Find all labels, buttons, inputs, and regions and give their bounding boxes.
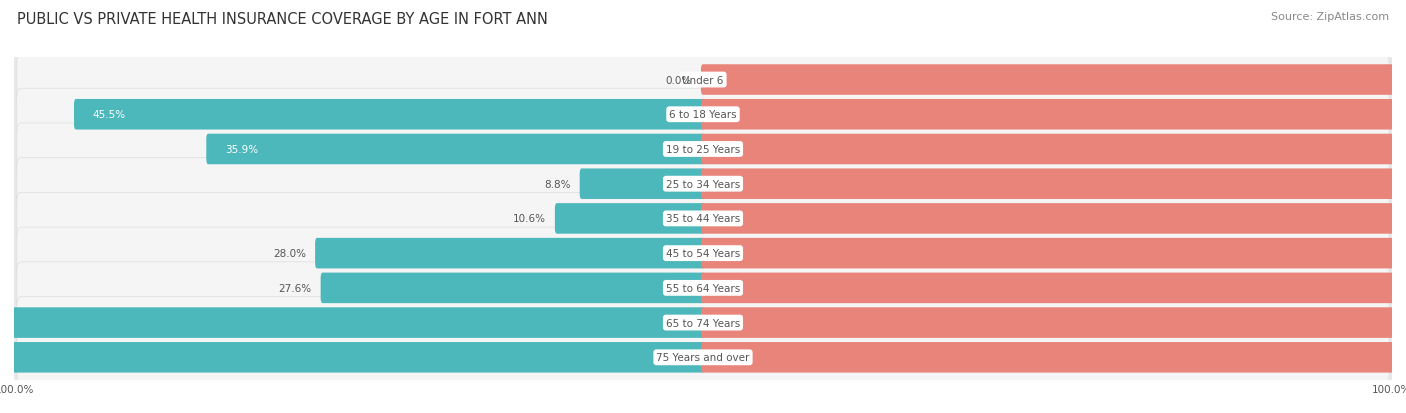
FancyBboxPatch shape: [17, 262, 1389, 314]
FancyBboxPatch shape: [17, 297, 1389, 349]
FancyBboxPatch shape: [17, 193, 1389, 245]
FancyBboxPatch shape: [702, 100, 1406, 130]
FancyBboxPatch shape: [702, 273, 1406, 304]
Text: PUBLIC VS PRIVATE HEALTH INSURANCE COVERAGE BY AGE IN FORT ANN: PUBLIC VS PRIVATE HEALTH INSURANCE COVER…: [17, 12, 548, 27]
FancyBboxPatch shape: [702, 169, 1406, 199]
Text: 75 Years and over: 75 Years and over: [657, 352, 749, 363]
FancyBboxPatch shape: [17, 158, 1389, 210]
Text: 10.6%: 10.6%: [513, 214, 546, 224]
FancyBboxPatch shape: [702, 204, 1406, 234]
FancyBboxPatch shape: [579, 169, 704, 199]
Text: 19 to 25 Years: 19 to 25 Years: [666, 145, 740, 154]
Text: 8.8%: 8.8%: [544, 179, 571, 189]
Text: 55 to 64 Years: 55 to 64 Years: [666, 283, 740, 293]
FancyBboxPatch shape: [0, 342, 704, 373]
FancyBboxPatch shape: [315, 238, 704, 269]
FancyBboxPatch shape: [702, 65, 1406, 95]
Text: 65 to 74 Years: 65 to 74 Years: [666, 318, 740, 328]
FancyBboxPatch shape: [17, 123, 1389, 176]
FancyBboxPatch shape: [75, 100, 704, 130]
Text: 6 to 18 Years: 6 to 18 Years: [669, 110, 737, 120]
FancyBboxPatch shape: [321, 273, 704, 304]
FancyBboxPatch shape: [17, 228, 1389, 280]
Legend: Public Insurance, Private Insurance: Public Insurance, Private Insurance: [575, 410, 831, 413]
FancyBboxPatch shape: [17, 55, 1389, 106]
FancyBboxPatch shape: [207, 134, 704, 165]
FancyBboxPatch shape: [702, 308, 1406, 338]
FancyBboxPatch shape: [702, 342, 1406, 373]
Text: 35 to 44 Years: 35 to 44 Years: [666, 214, 740, 224]
Text: 27.6%: 27.6%: [278, 283, 312, 293]
FancyBboxPatch shape: [702, 134, 1406, 165]
FancyBboxPatch shape: [702, 238, 1406, 269]
FancyBboxPatch shape: [17, 89, 1389, 141]
FancyBboxPatch shape: [17, 332, 1389, 383]
Text: Under 6: Under 6: [682, 75, 724, 85]
Text: 45.5%: 45.5%: [93, 110, 125, 120]
FancyBboxPatch shape: [555, 204, 704, 234]
Text: 35.9%: 35.9%: [225, 145, 257, 154]
Text: 45 to 54 Years: 45 to 54 Years: [666, 249, 740, 259]
Text: Source: ZipAtlas.com: Source: ZipAtlas.com: [1271, 12, 1389, 22]
Text: 28.0%: 28.0%: [273, 249, 307, 259]
Text: 0.0%: 0.0%: [665, 75, 692, 85]
FancyBboxPatch shape: [0, 308, 704, 338]
Text: 25 to 34 Years: 25 to 34 Years: [666, 179, 740, 189]
